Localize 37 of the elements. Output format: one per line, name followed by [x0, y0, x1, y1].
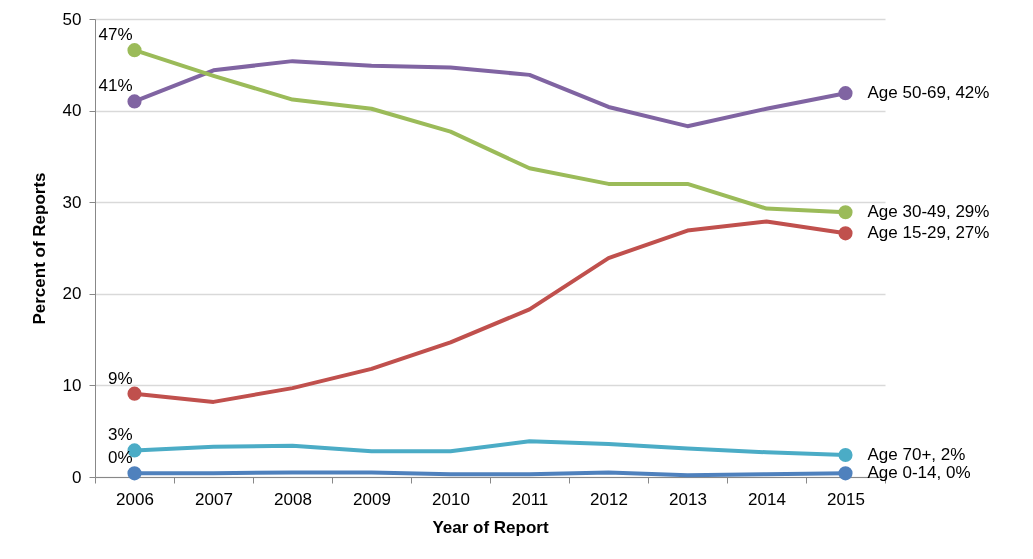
- y-tick-label: 20: [62, 284, 82, 304]
- data-label: Age 30-49, 29%: [867, 202, 990, 222]
- point: [838, 205, 853, 220]
- x-tick-label: 2014: [748, 489, 786, 509]
- y-axis-title: Percent of Reports: [29, 172, 49, 325]
- y-tick-label: 40: [62, 101, 82, 121]
- x-tick-label: 2015: [827, 489, 865, 509]
- point: [838, 447, 853, 463]
- point: [127, 386, 142, 401]
- data-label: Age 15-29, 27%: [867, 223, 990, 243]
- x-axis-title: Year of Report: [432, 517, 549, 537]
- x-tick-label: 2011: [511, 489, 549, 509]
- data-label: 0%: [107, 448, 133, 468]
- y-tick-label: 30: [62, 192, 82, 212]
- point: [838, 466, 853, 481]
- x-tick-label: 2010: [432, 489, 470, 509]
- x-tick-label: 2006: [116, 489, 154, 509]
- point: [127, 466, 142, 481]
- y-tick-label: 0: [72, 467, 82, 487]
- x-tick-label: 2007: [195, 489, 233, 509]
- data-label: Age 50-69, 42%: [867, 83, 990, 103]
- data-label: 3%: [107, 425, 133, 445]
- data-label: 47%: [98, 25, 133, 45]
- data-label: 41%: [98, 76, 133, 96]
- point: [838, 226, 853, 241]
- point: [838, 86, 853, 101]
- y-tick-label: 10: [62, 375, 82, 395]
- data-label: 9%: [107, 368, 133, 388]
- point: [127, 43, 142, 58]
- data-label: Age 70+, 2%: [867, 445, 966, 465]
- x-tick-label: 2012: [590, 489, 628, 509]
- data-label: Age 0-14, 0%: [867, 463, 971, 483]
- x-tick-label: 2009: [353, 489, 391, 509]
- point: [127, 94, 142, 109]
- y-tick-label: 50: [62, 9, 82, 29]
- x-tick-label: 2008: [274, 489, 312, 509]
- x-tick-label: 2013: [669, 489, 707, 509]
